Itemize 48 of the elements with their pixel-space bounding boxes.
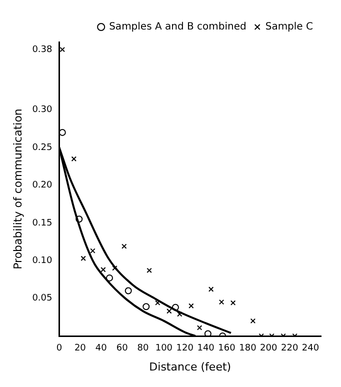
point [204,330,212,336]
point [59,128,66,136]
point [124,287,132,294]
x-tick-label: 240 [302,344,320,354]
y-tick-label: 0.20 [32,180,53,191]
point [122,244,127,249]
y-tick-label: 0.15 [32,218,52,228]
point [172,304,179,311]
point [218,299,224,305]
x-tick-label: 140 [197,344,215,354]
point [250,318,256,324]
point [230,300,236,306]
point [155,300,160,306]
x-tick-label: 40 [95,344,108,354]
y-tick-label: 0.30 [32,105,53,116]
x-tick-label: 100 [155,344,173,354]
x-tick-label: 120 [176,344,194,354]
x-tick-label: 200 [260,344,278,354]
point [60,46,65,52]
legend-label: Samples A and B combined [109,22,246,33]
y-tick-label: 0.05 [32,294,52,304]
y-tick-label: 0.25 [32,142,52,153]
point [112,266,118,271]
y-tick-label: 0.38 [32,44,53,55]
x-tick-label: 160 [218,344,236,354]
x-tick-label: 220 [280,344,298,354]
point [196,325,202,330]
x-tick-label: 0 [56,344,62,354]
point [188,303,194,308]
x-axis-title: Distance (feet) [149,360,232,374]
point [208,286,214,292]
point [177,312,182,317]
point [146,268,152,274]
x-tick-label: 80 [137,344,149,354]
point [100,267,106,272]
x-tick-label: 20 [74,344,86,354]
y-axis-title: Probability of communication [11,108,24,270]
point [106,274,113,282]
point [80,256,86,261]
point [90,248,96,254]
point [76,216,83,223]
y-tick-label: 0.10 [32,256,53,266]
x-tick-label: 60 [116,344,128,354]
point [166,308,172,314]
x-tick-label: 180 [239,344,257,354]
point [71,156,77,162]
point [142,303,150,310]
legend-label: Sample C [265,22,314,33]
